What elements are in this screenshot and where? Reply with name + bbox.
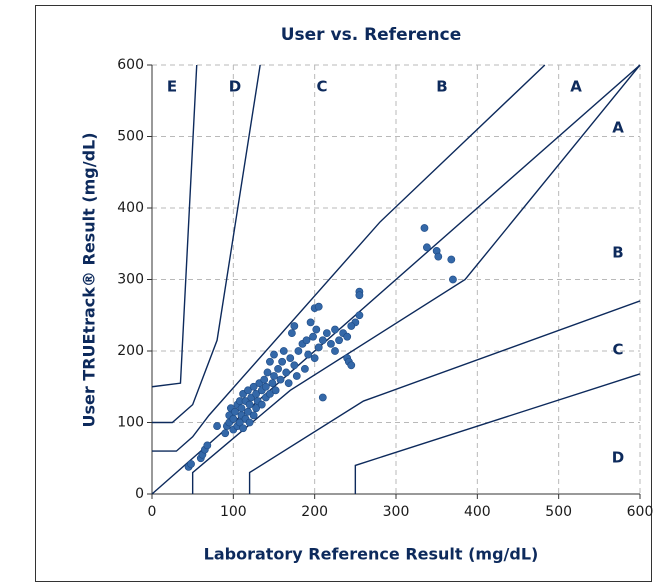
point bbox=[244, 407, 252, 416]
point bbox=[203, 441, 212, 450]
y-tick-label: 300 bbox=[117, 272, 144, 288]
point bbox=[335, 336, 343, 345]
point bbox=[252, 389, 261, 398]
point bbox=[270, 350, 278, 359]
point bbox=[347, 361, 356, 370]
point bbox=[318, 336, 327, 345]
frame bbox=[35, 5, 652, 582]
zone-boundary bbox=[354, 373, 641, 494]
x-tick-label: 400 bbox=[464, 504, 491, 520]
point bbox=[434, 252, 443, 261]
point bbox=[279, 347, 288, 355]
zone-label: A bbox=[570, 78, 582, 96]
x-tick-label: 0 bbox=[148, 504, 157, 520]
point bbox=[257, 400, 266, 409]
point bbox=[309, 332, 317, 341]
point bbox=[239, 424, 247, 433]
y-tick-label: 400 bbox=[117, 200, 144, 216]
zone-label: C bbox=[316, 78, 327, 96]
zone-label: C bbox=[612, 341, 623, 359]
zone-label: D bbox=[612, 449, 624, 467]
point bbox=[449, 275, 457, 284]
point bbox=[237, 404, 246, 413]
y-tick-label: 500 bbox=[117, 129, 144, 145]
y-tick-label: 100 bbox=[117, 415, 144, 431]
x-tick-label: 100 bbox=[220, 504, 247, 520]
point bbox=[318, 393, 327, 402]
y-tick-label: 600 bbox=[117, 57, 144, 73]
point bbox=[355, 291, 364, 300]
y-tick-label: 200 bbox=[117, 343, 144, 359]
point bbox=[231, 407, 239, 416]
zone-boundary bbox=[248, 300, 641, 494]
point bbox=[213, 422, 221, 430]
y-axis-label: User TRUEtrack® Result (mg/dL) bbox=[80, 132, 99, 427]
point bbox=[187, 460, 195, 468]
zone-boundary bbox=[152, 64, 546, 452]
point bbox=[306, 318, 315, 327]
point bbox=[268, 379, 277, 388]
point bbox=[290, 361, 299, 370]
point bbox=[322, 329, 331, 338]
zone-label: B bbox=[612, 244, 623, 262]
x-tick-label: 200 bbox=[301, 504, 328, 520]
point bbox=[423, 243, 431, 252]
point bbox=[261, 382, 270, 391]
point bbox=[276, 375, 285, 384]
point bbox=[229, 415, 238, 423]
point bbox=[310, 354, 319, 363]
x-axis-label: Laboratory Reference Result (mg/dL) bbox=[204, 545, 539, 564]
point bbox=[274, 364, 282, 373]
point bbox=[420, 224, 429, 232]
point bbox=[249, 382, 258, 391]
point bbox=[284, 379, 293, 388]
point bbox=[314, 343, 323, 352]
point bbox=[270, 372, 278, 380]
point bbox=[304, 350, 313, 359]
x-tick-label: 500 bbox=[545, 504, 572, 520]
zone-label: A bbox=[612, 119, 624, 137]
x-tick-label: 600 bbox=[627, 504, 654, 520]
point bbox=[343, 332, 352, 341]
zone-label: B bbox=[436, 78, 447, 96]
chart-title: User vs. Reference bbox=[281, 25, 462, 45]
point bbox=[302, 336, 311, 345]
point bbox=[294, 347, 303, 355]
point bbox=[245, 400, 254, 409]
point bbox=[301, 364, 309, 373]
zone-boundary bbox=[152, 64, 261, 424]
point bbox=[266, 389, 274, 398]
point bbox=[221, 429, 230, 438]
zone-label: D bbox=[229, 78, 241, 96]
x-tick-label: 300 bbox=[383, 504, 410, 520]
point bbox=[245, 418, 254, 427]
point bbox=[278, 357, 287, 366]
point bbox=[263, 368, 272, 377]
point bbox=[331, 325, 339, 334]
point bbox=[327, 339, 335, 348]
point bbox=[252, 404, 261, 413]
zone-boundary bbox=[191, 64, 641, 494]
zone-label: E bbox=[167, 78, 177, 96]
point bbox=[355, 311, 364, 320]
point bbox=[266, 357, 274, 366]
zone-boundary bbox=[151, 64, 198, 388]
point bbox=[292, 372, 301, 380]
point bbox=[282, 368, 291, 377]
point bbox=[271, 386, 280, 395]
point bbox=[312, 325, 321, 334]
y-tick-label: 0 bbox=[135, 486, 144, 502]
point bbox=[249, 411, 258, 420]
point bbox=[314, 302, 323, 311]
point bbox=[347, 322, 356, 330]
point bbox=[447, 255, 456, 264]
point bbox=[287, 329, 296, 338]
point bbox=[286, 354, 295, 363]
point bbox=[244, 386, 252, 395]
point bbox=[260, 375, 269, 384]
point bbox=[331, 347, 339, 355]
point bbox=[290, 322, 299, 330]
